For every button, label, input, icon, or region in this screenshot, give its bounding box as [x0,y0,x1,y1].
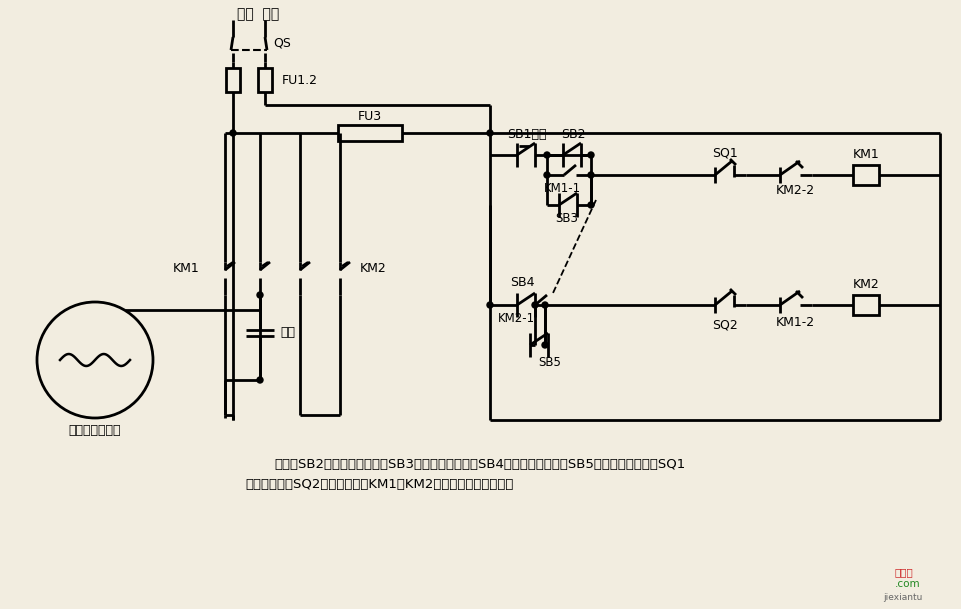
Circle shape [257,292,262,298]
Text: KM2-1: KM2-1 [498,312,534,325]
Circle shape [587,172,593,178]
Bar [852,165,878,185]
Text: SB2: SB2 [560,128,584,141]
Text: KM1: KM1 [173,261,200,275]
Text: KM2-2: KM2-2 [775,185,814,197]
Circle shape [531,302,537,308]
Text: FU1.2: FU1.2 [282,74,318,86]
Text: KM1: KM1 [851,149,878,161]
Text: SB3: SB3 [554,213,578,225]
Text: KM1-2: KM1-2 [775,317,814,329]
Text: KM2: KM2 [359,261,386,275]
Text: 电容: 电容 [280,326,295,339]
Circle shape [587,202,593,208]
Circle shape [486,302,492,308]
Text: SB1停止: SB1停止 [506,128,546,141]
Text: SB5: SB5 [538,356,561,370]
Text: 说明：SB2为上升启动按鈕，SB3为上升点动按鈕，SB4为下降启动按鈕，SB5为下降点动按鈕；SQ1: 说明：SB2为上升启动按鈕，SB3为上升点动按鈕，SB4为下降启动按鈕，SB5为… [274,457,685,471]
Text: SB4: SB4 [509,276,533,289]
Text: KM1-1: KM1-1 [543,181,580,194]
Bar [258,68,272,92]
Text: 接线图: 接线图 [894,567,913,577]
Text: 单相电容电动机: 单相电容电动机 [68,423,121,437]
Text: 火线  零线: 火线 零线 [236,7,279,21]
Text: 为最高限位，SQ2为最低限位。KM1、KM2可用中间继电器代替。: 为最高限位，SQ2为最低限位。KM1、KM2可用中间继电器代替。 [246,477,513,490]
Bar [226,68,239,92]
Text: KM2: KM2 [851,278,878,292]
Circle shape [230,130,235,136]
Text: QS: QS [273,37,290,49]
Text: SQ2: SQ2 [711,319,737,331]
Circle shape [543,152,550,158]
Circle shape [486,130,492,136]
Text: jiexiantu: jiexiantu [882,593,922,602]
Bar [852,295,878,315]
Text: .com: .com [894,579,920,589]
Text: SQ1: SQ1 [711,147,737,160]
Circle shape [541,342,548,348]
Circle shape [543,172,550,178]
Circle shape [587,152,593,158]
Circle shape [541,302,548,308]
Circle shape [257,377,262,383]
Bar [337,125,402,141]
Text: FU3: FU3 [357,110,382,122]
